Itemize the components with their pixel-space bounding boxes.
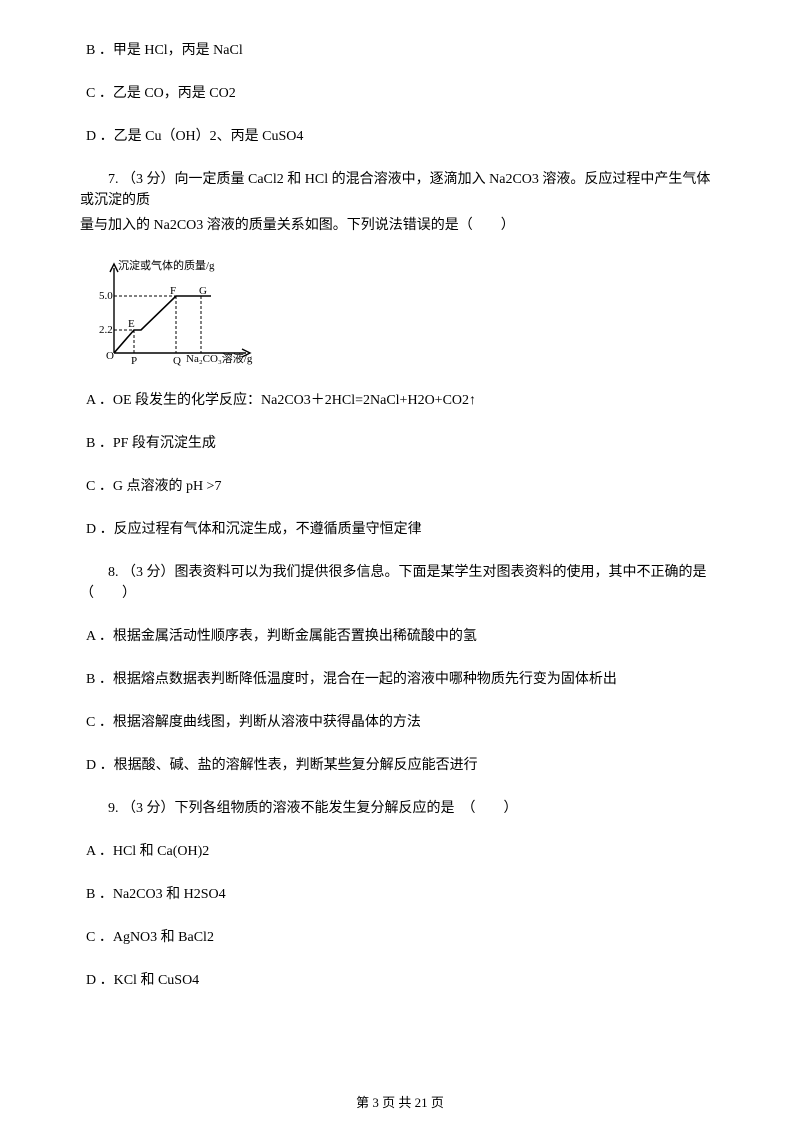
q6-opt-c: C ．乙是 CO，丙是 CO2 [80, 83, 720, 104]
q7-chart-y1: 2.2 [99, 322, 113, 339]
q7-chart-F: F [170, 283, 176, 300]
q9-opt-d: D ．KCl 和 CuSO4 [80, 970, 720, 991]
page-footer: 第 3 页 共 21 页 [0, 1093, 800, 1113]
q7-opt-b: B ．PF 段有沉淀生成 [80, 433, 720, 454]
q7-chart: 沉淀或气体的质量/g 5.0 2.2 O P Q Na₂CO₃溶液/g E F … [86, 258, 256, 368]
q9-opt-b: B ．Na2CO3 和 H2SO4 [80, 884, 720, 905]
q7-chart-xq: Q [173, 353, 181, 370]
q8-opt-d: D ．根据酸、碱、盐的溶解性表，判断某些复分解反应能否进行 [80, 755, 720, 776]
q7-chart-xlabel: Na₂CO₃溶液/g [186, 351, 252, 368]
q7-chart-o: O [106, 348, 114, 365]
q7-chart-E: E [128, 316, 135, 333]
q6-opt-d: D ．乙是 Cu（OH）2、丙是 CuSO4 [80, 126, 720, 147]
q7-opt-c: C ．G 点溶液的 pH >7 [80, 476, 720, 497]
q7-opt-a: A ．OE 段发生的化学反应：Na2CO3＋2HCl=2NaCl+H2O+CO2… [80, 390, 720, 411]
q7-chart-y2: 5.0 [99, 288, 113, 305]
q7-chart-G: G [199, 283, 207, 300]
q9-opt-a: A ．HCl 和 Ca(OH)2 [80, 841, 720, 862]
q7-stem-line2: 量与加入的 Na2CO3 溶液的质量关系如图。下列说法错误的是（ ） [80, 215, 720, 236]
q8-opt-a: A ．根据金属活动性顺序表，判断金属能否置换出稀硫酸中的氢 [80, 626, 720, 647]
q7-chart-ylabel: 沉淀或气体的质量/g [118, 258, 215, 275]
q7-chart-xp: P [131, 353, 137, 370]
q9-opt-c: C ．AgNO3 和 BaCl2 [80, 927, 720, 948]
q7-stem-line1: 7. （3 分）向一定质量 CaCl2 和 HCl 的混合溶液中，逐滴加入 Na… [80, 169, 720, 211]
q9-stem: 9. （3 分）下列各组物质的溶液不能发生复分解反应的是 （ ） [80, 798, 720, 819]
q7-opt-d: D ．反应过程有气体和沉淀生成，不遵循质量守恒定律 [80, 519, 720, 540]
q8-stem: 8. （3 分）图表资料可以为我们提供很多信息。下面是某学生对图表资料的使用，其… [80, 562, 720, 604]
q6-opt-b: B ．甲是 HCl，丙是 NaCl [80, 40, 720, 61]
q8-opt-c: C ．根据溶解度曲线图，判断从溶液中获得晶体的方法 [80, 712, 720, 733]
q8-opt-b: B ．根据熔点数据表判断降低温度时，混合在一起的溶液中哪种物质先行变为固体析出 [80, 669, 720, 690]
